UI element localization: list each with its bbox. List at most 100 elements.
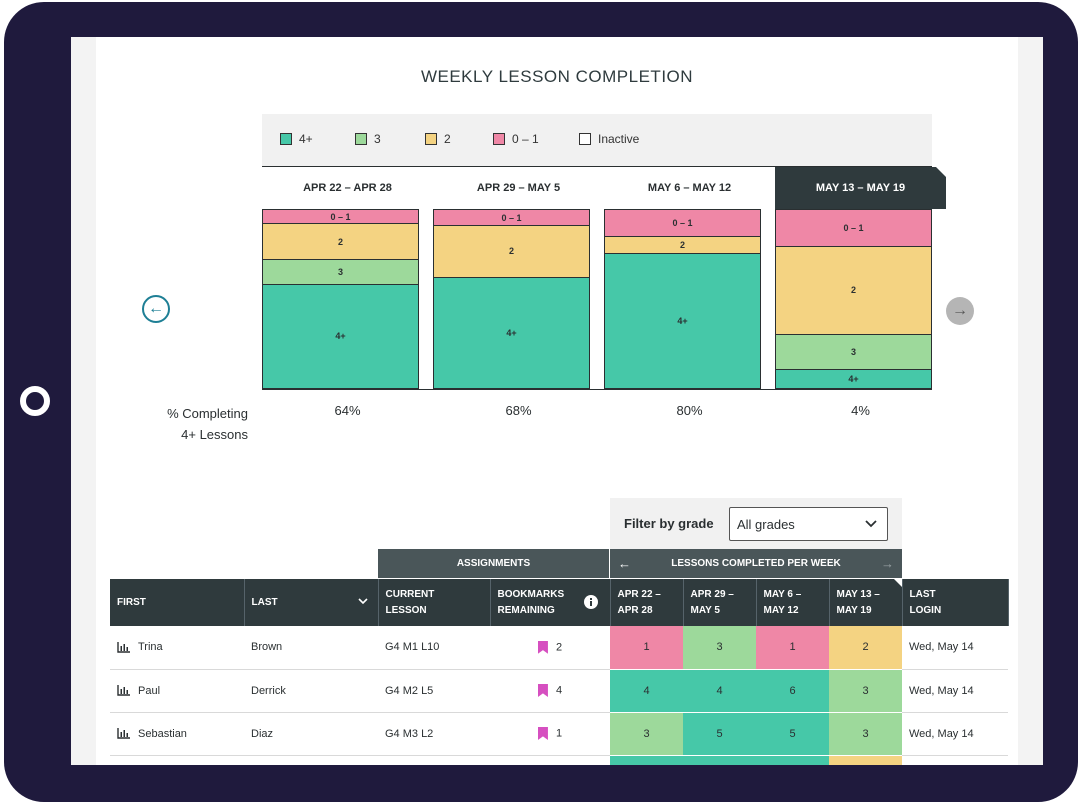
stacked-bar-2[interactable]: 0 – 1 2 4+ [433,209,590,389]
cell-bookmarks[interactable] [490,755,610,765]
legend-item-0-1: 0 – 1 [493,132,539,146]
cell-first[interactable] [110,755,244,765]
bar-segment-c2: 2 [434,226,589,278]
col-bookmarks[interactable]: BOOKMARKS REMAINING [490,579,611,626]
stacked-bar-3[interactable]: 0 – 1 2 4+ [604,209,761,389]
col-week-1[interactable]: APR 22 – APR 28 [610,579,684,626]
info-icon[interactable] [583,595,598,609]
legend-label: 2 [444,132,451,146]
current-lesson: G4 M3 L2 [385,727,434,740]
week-cell: 3 [610,712,683,756]
week-header-4-active[interactable]: MAY 13 – MAY 19 [775,167,946,209]
col-week-4-active[interactable]: MAY 13 – MAY 19 [829,579,903,626]
cell-bookmarks[interactable]: 1 [490,712,610,756]
stacked-bar-1[interactable]: 0 – 1 2 3 4+ [262,209,419,389]
cell-first[interactable]: Trina [110,626,244,670]
col-last-login[interactable]: LAST LOGIN [902,579,1009,626]
arrow-right-icon: → [952,302,968,319]
col-label-line: APR 28 [617,604,653,616]
week-header-2[interactable]: APR 29 – MAY 5 [476,182,561,194]
grade-select[interactable]: All grades [729,507,888,541]
col-week-3[interactable]: MAY 6 – MAY 12 [756,579,830,626]
col-current-lesson[interactable]: CURRENT LESSON [378,579,491,626]
chart-baseline [262,389,932,390]
lessons-prev-icon[interactable]: ← [618,556,631,571]
col-label-line: LESSON [385,604,427,616]
bar-chart-icon[interactable] [117,728,130,739]
week-cell: 4 [610,669,683,713]
bar-chart-icon[interactable] [117,641,130,653]
legend-label: Inactive [598,132,640,146]
assignments-group-header: ASSIGNMENTS [378,549,609,578]
col-label-line: BOOKMARKS [497,588,565,600]
week-count: 1 [789,641,796,654]
bookmark-icon [537,640,548,654]
arrow-left-icon: ← [148,300,164,317]
stacked-bar-4[interactable]: 0 – 1 2 3 4+ [775,209,932,389]
week-cell: 5 [683,712,756,756]
legend-swatch [355,133,367,145]
legend-swatch [425,133,437,145]
first-name: Sebastian [138,727,187,740]
bar-chart-icon[interactable] [117,685,130,696]
chart-legend: 4+ 3 2 0 – 1 Inactive [262,114,932,166]
legend-label: 0 – 1 [512,132,539,146]
bookmark-icon [537,684,548,697]
last-name: Derrick [251,684,286,697]
col-label-line: REMAINING [497,604,555,616]
last-login: Wed, May 14 [909,727,974,740]
cell-bookmarks[interactable]: 2 [490,626,610,670]
prev-week-button[interactable]: ← [142,295,170,323]
week-cell: 6 [756,669,829,713]
bar-segment-c3: 3 [263,259,418,285]
table-row[interactable]: Paul Derrick G4 M2 L5 4 4 4 6 3 Wed, May 14 [110,669,1008,713]
bar-segment-c4: 4+ [263,284,418,388]
table-row[interactable] [110,755,1008,765]
lessons-next-icon[interactable]: → [881,556,894,571]
pct-label-line2: 4+ Lessons [181,427,248,442]
week-cell: 3 [829,712,902,756]
week-header-1[interactable]: APR 22 – APR 28 [303,182,392,194]
cell-last: Diaz [244,712,378,756]
table-row[interactable]: Sebastian Diaz G4 M3 L2 1 3 5 5 3 Wed, May 14 [110,712,1008,756]
col-week-2[interactable]: APR 29 – MAY 5 [683,579,757,626]
col-label-line: MAY 5 [690,604,720,616]
bookmark-icon [537,727,548,740]
col-last[interactable]: LAST [244,579,379,626]
legend-swatch [579,133,591,145]
pct-value-week-3: 80% [676,403,703,418]
last-login: Wed, May 14 [909,684,974,697]
first-name: Trina [138,641,163,654]
lessons-group-header: ← LESSONS COMPLETED PER WEEK → [610,549,902,578]
table-row[interactable]: Trina Brown G4 M1 L10 2 1 3 1 2 Wed, May 14 [110,626,1008,670]
pct-value-week-2: 68% [505,403,532,418]
bookmark-count: 2 [555,641,563,654]
week-header-3[interactable]: MAY 6 – MAY 12 [647,182,732,194]
cell-last-login [902,755,1008,765]
cell-lesson: G4 M2 L5 [378,669,490,713]
cell-last-login: Wed, May 14 [902,712,1008,756]
pct-value-week-1: 64% [334,403,361,418]
col-label-line: LOGIN [909,604,942,616]
grade-select-value: All grades [737,516,795,532]
table-header-row: FIRST LAST CURRENT LESSON BOOKMARKS REMAIN… [110,579,1009,626]
week-count: 5 [789,727,796,740]
week-count: 5 [716,727,723,740]
week-count: 6 [789,684,796,697]
col-label-line: LAST [909,588,936,600]
next-week-button[interactable]: → [946,297,974,325]
pct-label-line1: % Completing [167,406,248,421]
week-count: 4 [643,684,650,697]
bar-segment-c01: 0 – 1 [776,210,931,248]
cell-first[interactable]: Paul [110,669,244,713]
cell-lesson: G4 M3 L2 [378,712,490,756]
cell-lesson: G4 M1 L10 [378,626,490,670]
cell-first[interactable]: Sebastian [110,712,244,756]
week-cell: 3 [829,669,902,713]
week-count: 4 [716,684,723,697]
col-first[interactable]: FIRST [110,579,245,626]
col-label-line: CURRENT [385,588,435,600]
home-button[interactable] [20,386,50,416]
cell-bookmarks[interactable]: 4 [490,669,610,713]
sort-chevron-icon[interactable] [357,598,368,605]
